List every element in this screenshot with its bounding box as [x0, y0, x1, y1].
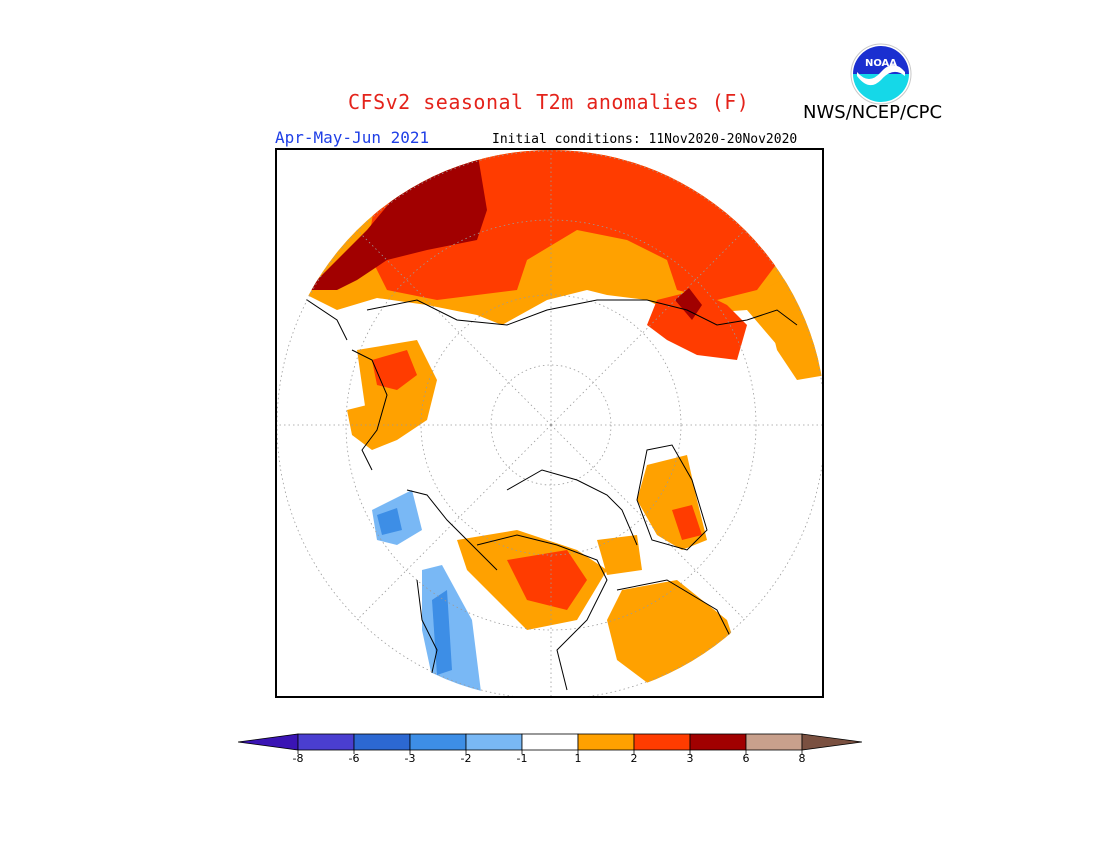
chart-title: CFSv2 seasonal T2m anomalies (F) — [348, 90, 750, 114]
anomaly-region-atlantic — [347, 400, 397, 450]
anomaly-region-western-europe — [307, 150, 487, 290]
anomaly-region-siberia-core — [675, 288, 702, 320]
season-label: Apr-May-Jun 2021 — [275, 128, 430, 147]
colorbar — [238, 733, 862, 754]
anomaly-region-alaska-edge — [762, 270, 822, 380]
map-frame — [275, 148, 824, 698]
colorbar-label: -2 — [460, 752, 472, 765]
colorbar-bin-1 — [297, 733, 355, 751]
colorbar-bin-2 — [353, 733, 411, 751]
anomaly-region-hudson — [597, 535, 642, 575]
colorbar-label: 6 — [742, 752, 750, 765]
anomaly-region-east-siberia — [647, 290, 747, 360]
initial-conditions-label: Initial conditions: 11Nov2020-20Nov2020 — [492, 132, 798, 147]
anomaly-region-iceland-strong — [372, 350, 417, 390]
anomaly-region-canada-east-strong — [672, 505, 702, 540]
anomaly-region-pacific-cold — [422, 565, 482, 696]
colorbar-label: -1 — [516, 752, 528, 765]
colorbar-bin-6 — [577, 733, 635, 751]
colorbar-bin-8 — [689, 733, 747, 751]
colorbar-label: 8 — [798, 752, 806, 765]
colorbar-label: 2 — [630, 752, 638, 765]
colorbar-label: 1 — [574, 752, 582, 765]
noaa-logo: NOAA — [850, 43, 912, 105]
colorbar-bin-3 — [409, 733, 467, 751]
agency-label: NWS/NCEP/CPC — [803, 102, 943, 123]
anomaly-region-alaska-cold-strong — [377, 508, 402, 535]
colorbar-bin-9 — [745, 733, 803, 751]
anomaly-region-canada-east — [607, 580, 737, 690]
colorbar-label: 3 — [686, 752, 694, 765]
colorbar-bin-7 — [633, 733, 691, 751]
anomaly-region-pacific-cold-strong — [432, 590, 452, 675]
colorbar-bin-4 — [465, 733, 523, 751]
noaa-logo-text: NOAA — [865, 58, 897, 69]
colorbar-bin-10 — [801, 733, 862, 751]
colorbar-bin-0 — [238, 733, 299, 751]
colorbar-label: -3 — [404, 752, 416, 765]
polar-map — [277, 150, 822, 696]
colorbar-label: -6 — [348, 752, 360, 765]
colorbar-bin-5 — [521, 733, 579, 751]
anomaly-region-canada-strong — [507, 550, 587, 610]
colorbar-label: -8 — [292, 752, 304, 765]
